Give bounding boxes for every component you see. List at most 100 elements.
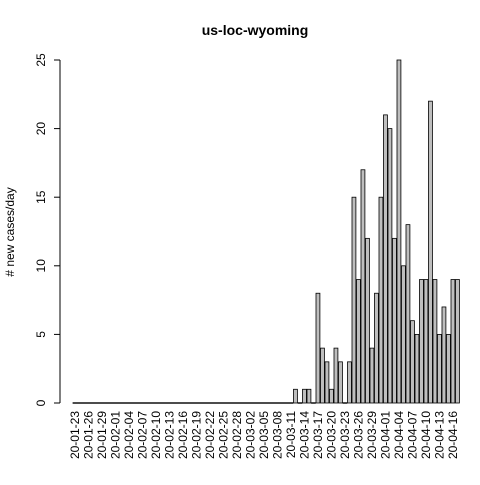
bar-20-04-12 (432, 279, 438, 404)
x-tick-label: 20-03-14 (297, 411, 311, 459)
bar-20-02-17 (185, 402, 190, 404)
bar-20-03-30 (374, 292, 379, 404)
bar-20-02-28 (234, 402, 240, 404)
x-tick-label: 20-03-26 (351, 411, 365, 459)
bar-20-04-16 (450, 279, 456, 404)
chart-title: us-loc-wyoming (202, 22, 309, 38)
bar-20-03-29 (369, 347, 375, 404)
bar-20-02-01 (113, 402, 118, 404)
bar-20-02-14 (171, 402, 177, 404)
x-axis-tick-labels: 20-01-23 20-01-26 20-01-29 20-02-01 20-02-04… (68, 411, 460, 459)
x-tick-label: 20-03-02 (243, 411, 257, 459)
bar-20-03-03 (252, 402, 258, 404)
bar-20-04-02 (387, 128, 393, 404)
bar-20-03-05 (261, 402, 267, 404)
x-tick-label: 20-02-10 (149, 411, 163, 459)
bar-20-03-12 (293, 388, 298, 404)
bar-20-01-27 (90, 402, 96, 404)
bar-20-04-17 (455, 279, 460, 404)
bar-20-03-21 (333, 347, 339, 404)
y-tick-label: 10 (34, 259, 48, 273)
bar-20-03-26 (356, 279, 361, 404)
bar-20-02-13 (167, 402, 172, 404)
bar-20-02-18 (189, 402, 195, 404)
bar-20-01-30 (104, 402, 109, 404)
bar-20-03-27 (360, 169, 366, 404)
x-tick-label: 20-02-19 (189, 411, 203, 459)
bar-20-02-12 (162, 402, 168, 404)
bar-20-02-03 (122, 402, 127, 404)
bar-20-02-09 (149, 402, 154, 404)
x-tick-label: 20-02-25 (216, 411, 230, 459)
bar-20-02-29 (239, 402, 244, 404)
x-tick-label: 20-03-11 (284, 411, 298, 458)
x-tick-label: 20-04-10 (419, 411, 433, 459)
bar-20-03-17 (315, 292, 321, 404)
bar-20-03-10 (284, 402, 289, 404)
bar-20-04-06 (405, 224, 411, 404)
bar-20-02-26 (225, 402, 231, 404)
bar-20-02-10 (153, 402, 159, 404)
bar-20-04-10 (423, 279, 429, 404)
x-tick-label: 20-03-20 (324, 411, 338, 459)
bar-20-02-27 (230, 402, 235, 404)
bar-20-03-20 (329, 388, 334, 404)
x-tick-label: 20-04-13 (432, 411, 446, 459)
bar-20-03-31 (378, 196, 384, 404)
bar-20-03-19 (324, 361, 330, 404)
bar-20-03-18 (320, 347, 325, 404)
bar-20-02-15 (176, 402, 181, 404)
y-tick-label: 25 (34, 53, 48, 67)
bar-20-03-06 (266, 402, 271, 404)
bar-20-02-22 (207, 402, 213, 404)
y-tick-label: 5 (34, 331, 48, 338)
bar-20-03-28 (365, 237, 370, 404)
bar-20-04-14 (441, 306, 447, 404)
bar-20-03-04 (257, 402, 262, 404)
bar-20-04-13 (437, 333, 442, 404)
bar-20-04-07 (410, 320, 415, 404)
bar-20-02-19 (194, 402, 199, 404)
bar-20-03-15 (306, 388, 312, 404)
bar-20-04-11 (428, 100, 433, 404)
bar-20-02-02 (117, 402, 123, 404)
x-tick-label: 20-02-16 (176, 411, 190, 459)
x-tick-label: 20-02-28 (230, 411, 244, 459)
bar-20-03-11 (288, 402, 294, 404)
bar-20-04-03 (392, 237, 397, 404)
y-axis-label: # new cases/day (3, 187, 17, 276)
x-tick-label: 20-01-23 (68, 411, 82, 459)
bar-20-02-24 (216, 402, 222, 404)
bar-20-02-05 (131, 402, 136, 404)
x-tick-label: 20-01-29 (95, 411, 109, 459)
bar-20-03-01 (243, 402, 249, 404)
x-tick-label: 20-04-07 (405, 411, 419, 459)
bar-20-03-13 (297, 402, 303, 404)
bar-20-04-04 (396, 59, 402, 404)
y-tick-label: 15 (34, 190, 48, 204)
x-tick-label: 20-01-26 (81, 411, 95, 459)
bar-20-01-24 (77, 402, 82, 404)
y-tick-label: 20 (34, 122, 48, 136)
bar-20-04-08 (414, 333, 420, 404)
bar-20-04-05 (401, 265, 406, 404)
bar-20-02-20 (198, 402, 204, 404)
bar-20-02-16 (180, 402, 186, 404)
x-tick-label: 20-03-08 (270, 411, 284, 459)
x-tick-label: 20-03-29 (365, 411, 379, 459)
bar-20-02-07 (140, 402, 145, 404)
y-tick-label: 0 (34, 399, 48, 406)
bar-20-03-09 (279, 402, 285, 404)
bar-20-01-29 (99, 402, 105, 404)
bar-20-03-22 (338, 361, 343, 404)
bar-20-02-25 (221, 402, 226, 404)
bar-20-03-02 (248, 402, 253, 404)
bar-20-03-24 (347, 361, 352, 404)
x-tick-label: 20-04-04 (392, 411, 406, 459)
bar-20-04-09 (419, 279, 424, 404)
bar-20-01-31 (108, 402, 114, 404)
bar-20-03-14 (302, 388, 307, 404)
bar-20-04-01 (383, 114, 388, 404)
